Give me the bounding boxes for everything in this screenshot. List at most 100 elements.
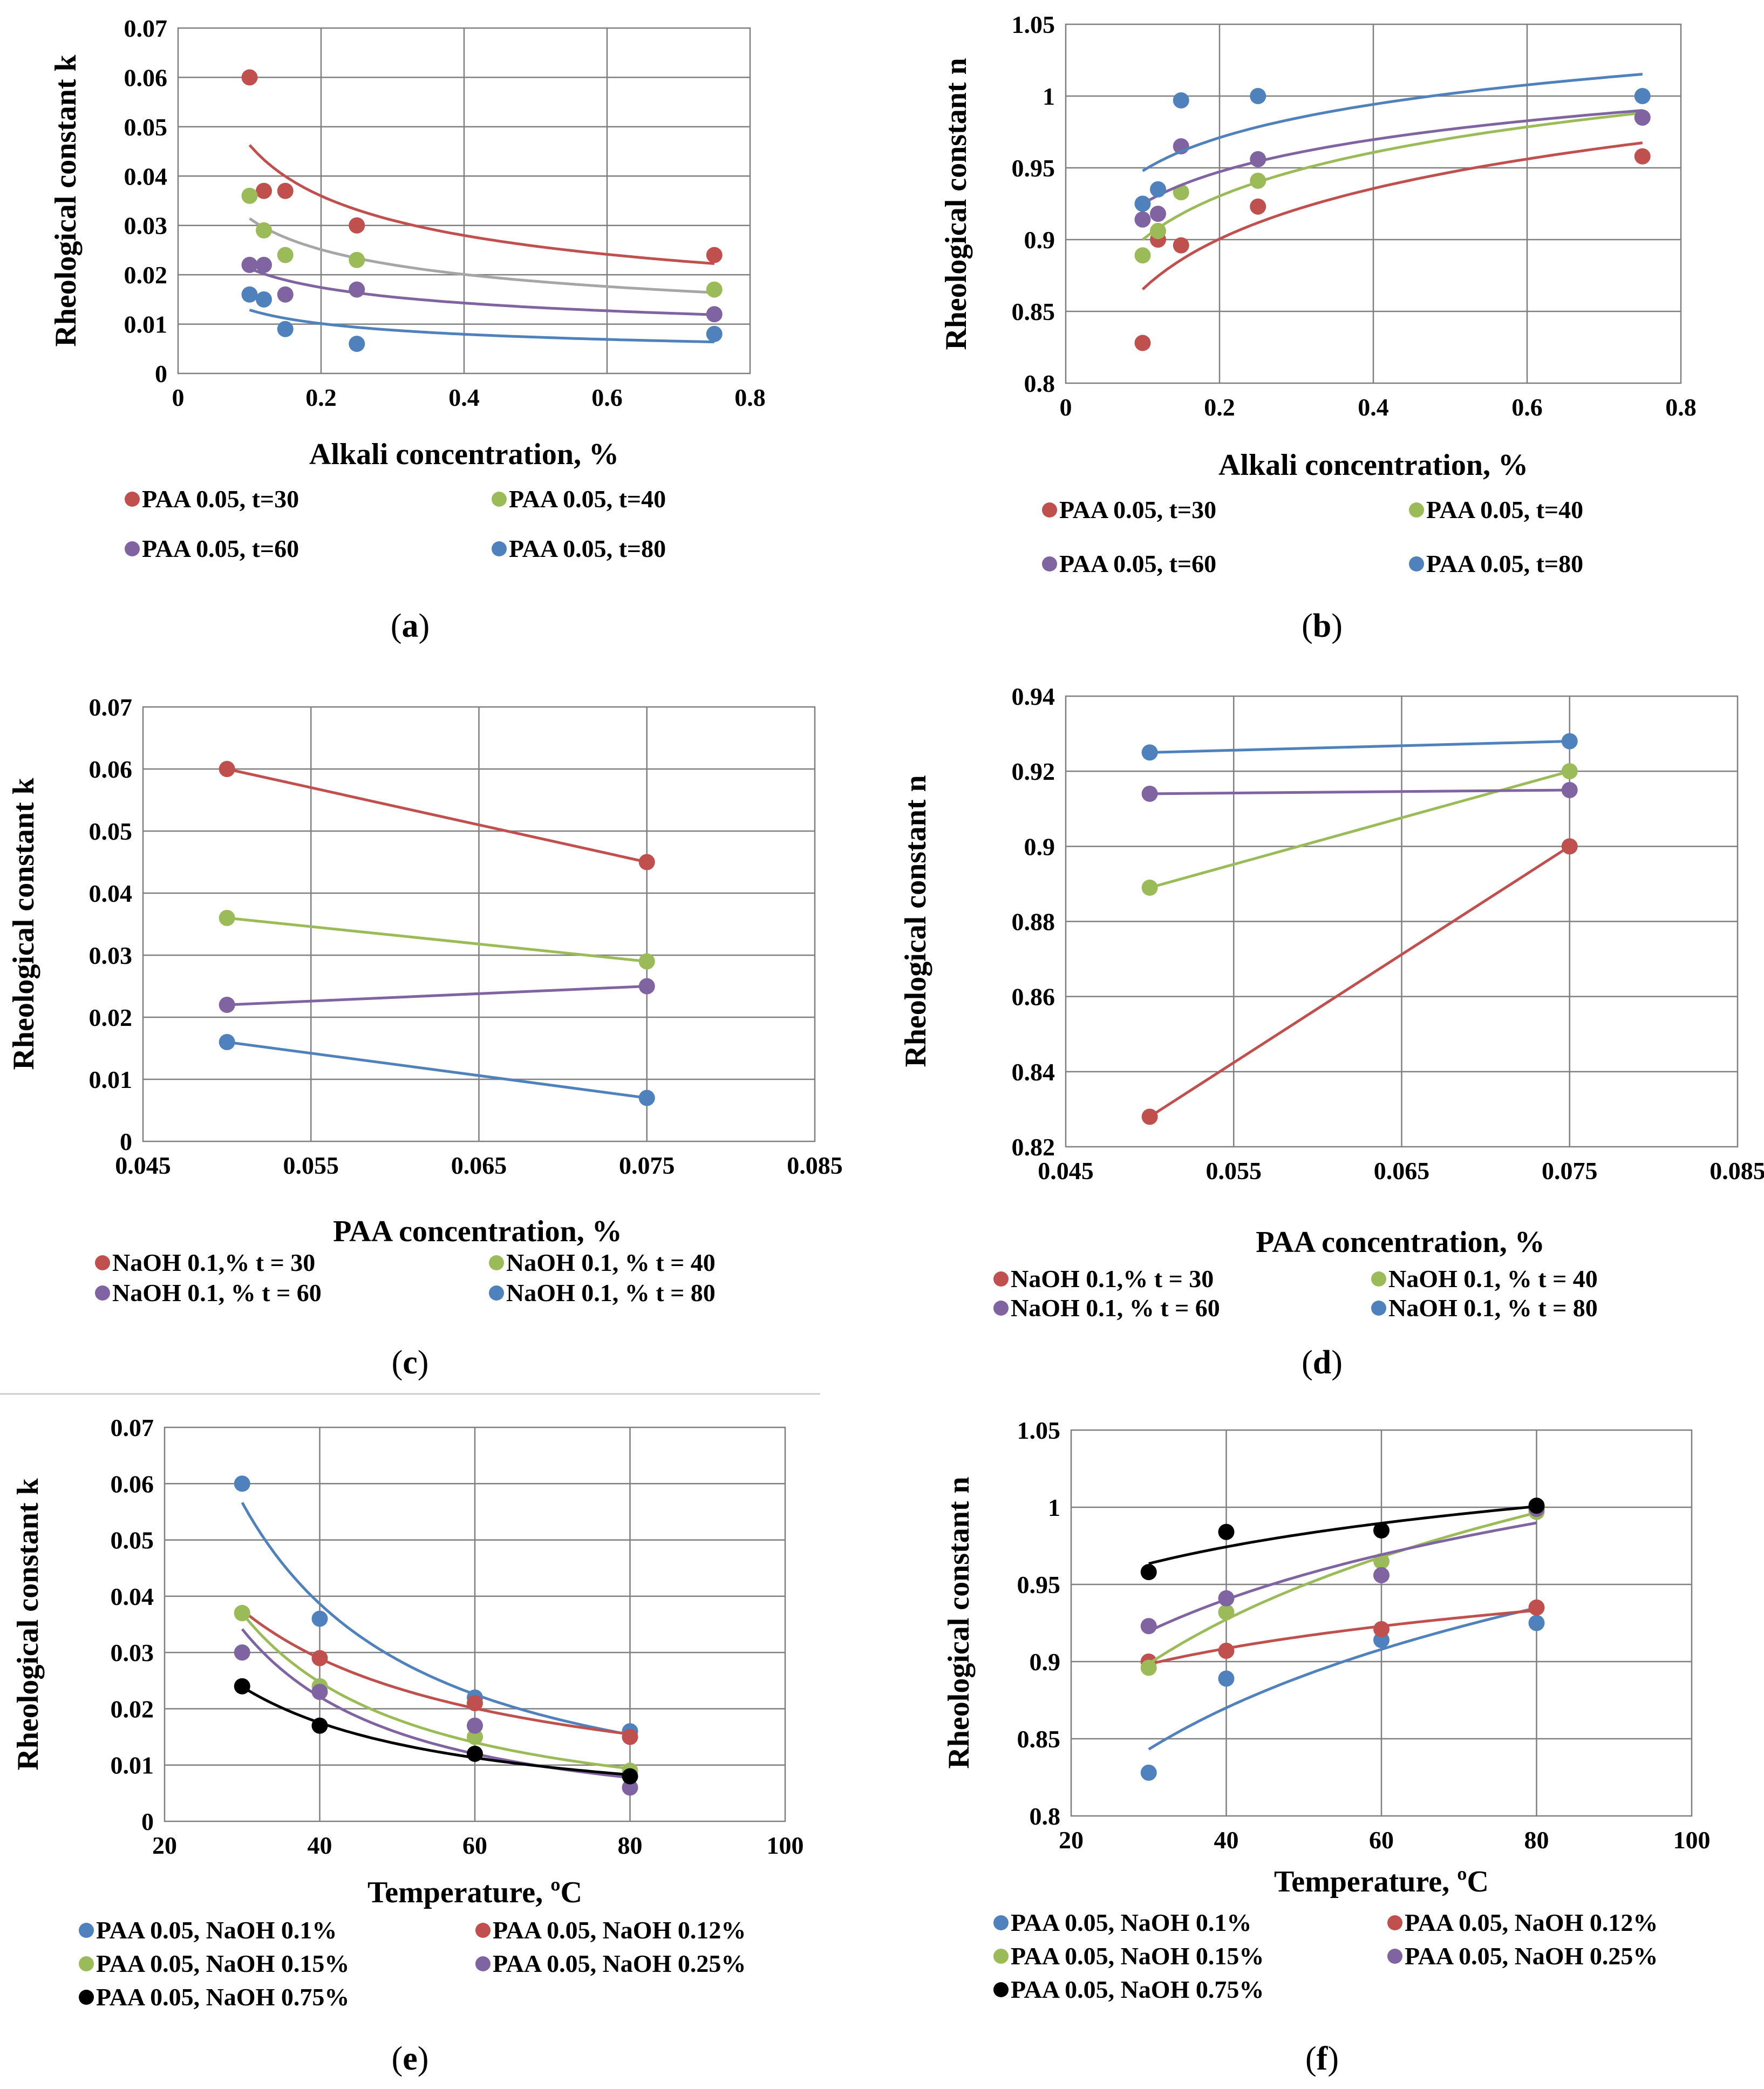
legend-marker <box>475 1923 491 1938</box>
data-point <box>467 1717 483 1734</box>
data-point <box>277 247 294 263</box>
series-line <box>227 916 648 963</box>
x-tick-label: 0 <box>1060 393 1072 421</box>
y-tick-label: 0.05 <box>124 113 168 141</box>
legend-label: PAA 0.05, t=40 <box>1426 496 1583 523</box>
legend-marker <box>475 1956 491 1971</box>
series-line <box>1149 845 1571 1118</box>
data-point <box>1141 1108 1158 1125</box>
data-point <box>256 182 272 199</box>
legend-label: NaOH 0.1, % t = 40 <box>506 1249 716 1276</box>
data-point <box>1134 195 1151 212</box>
data-point <box>1141 744 1158 761</box>
x-tick-label: 40 <box>1214 1826 1239 1854</box>
legend-label: PAA 0.05, t=40 <box>509 485 666 513</box>
x-tick-label: 0.075 <box>1542 1157 1598 1185</box>
legend-label: NaOH 0.1, % t = 60 <box>112 1279 322 1307</box>
data-point <box>1150 181 1166 198</box>
legend-marker <box>1042 556 1057 571</box>
y-tick-label: 0.9 <box>1030 1648 1061 1676</box>
chart-d: 0.045 0.055 0.065 0.075 0.085 0.82 0.84 0.86 0.8… <box>899 683 1764 1381</box>
x-tick-label: 0.055 <box>1206 1157 1262 1185</box>
legend-label: NaOH 0.1,% t = 30 <box>112 1249 315 1276</box>
x-tick-label: 0 <box>172 384 185 411</box>
x-tick-label: 20 <box>152 1832 177 1859</box>
data-point <box>349 251 365 268</box>
data-point <box>241 187 258 204</box>
data-point <box>1218 1590 1235 1607</box>
y-tick-label: 0.03 <box>124 212 168 240</box>
data-point <box>622 1729 638 1745</box>
x-axis-label: PAA concentration, % <box>333 1215 622 1248</box>
data-point <box>1150 206 1166 222</box>
data-point <box>1561 733 1578 750</box>
data-point <box>1373 1522 1390 1539</box>
legend-marker <box>489 1255 504 1270</box>
x-tick-label: 100 <box>767 1832 804 1859</box>
data-point <box>311 1684 328 1700</box>
data-point <box>256 256 272 273</box>
chart-f: 20 40 60 80 100 0.8 0.85 0.9 0.95 1 1.05 Temperatur… <box>942 1417 1711 2077</box>
x-tick-label: 80 <box>618 1832 643 1859</box>
legend-marker <box>95 1255 110 1270</box>
panel-label: (b) <box>1302 608 1343 644</box>
y-tick-label: 0.8 <box>1030 1802 1061 1830</box>
legend-label: NaOH 0.1, % t = 80 <box>1388 1294 1598 1322</box>
data-point <box>241 69 258 86</box>
legend-label: PAA 0.05, NaOH 0.75% <box>1011 1976 1264 2003</box>
y-tick-label: 0.04 <box>124 162 168 190</box>
trendline <box>248 144 714 265</box>
data-point <box>1218 1523 1235 1540</box>
legend-marker <box>1409 556 1424 571</box>
y-tick-label: 0 <box>120 1128 132 1155</box>
y-tick-label: 0.82 <box>1012 1133 1055 1161</box>
y-tick-label: 0.02 <box>124 261 168 289</box>
x-tick-label: 0.8 <box>734 384 766 411</box>
y-tick-label: 0.07 <box>124 15 168 42</box>
legend-marker <box>489 1285 504 1301</box>
data-point <box>1634 109 1651 126</box>
data-point <box>638 854 655 870</box>
legend-label: PAA 0.05, t=30 <box>1059 496 1216 523</box>
x-tick-label: 0.065 <box>451 1152 507 1179</box>
y-tick-label: 0.8 <box>1024 370 1055 397</box>
data-point <box>349 217 365 234</box>
data-point <box>311 1650 328 1666</box>
legend-marker <box>993 1271 1009 1287</box>
trendline <box>241 1628 630 1779</box>
legend-marker <box>1387 1915 1402 1930</box>
x-tick-label: 0.8 <box>1665 393 1697 421</box>
legend-label: NaOH 0.1, % t = 80 <box>506 1279 716 1307</box>
x-tick-label: 0.045 <box>1038 1157 1094 1185</box>
x-tick-label: 0.045 <box>115 1152 171 1179</box>
legend-label: PAA 0.05, t=60 <box>142 535 299 562</box>
series-line <box>227 767 648 863</box>
data-point <box>241 286 258 303</box>
data-point <box>1173 237 1189 254</box>
trendline <box>241 1685 630 1777</box>
legend-marker <box>125 492 140 507</box>
data-point <box>1140 1564 1157 1581</box>
legend-marker <box>95 1285 110 1301</box>
data-point <box>1528 1498 1545 1514</box>
legend-marker <box>1371 1301 1386 1316</box>
data-point <box>349 281 365 298</box>
data-point <box>622 1779 638 1796</box>
data-point <box>1561 763 1578 780</box>
chart-a: 0 0.2 0.4 0.6 0.8 0 0.01 0.02 0.03 0.04 0.05 0.06 0.… <box>49 15 766 644</box>
data-point <box>1173 92 1189 108</box>
x-tick-label: 80 <box>1524 1826 1549 1854</box>
legend-label: PAA 0.05, NaOH 0.12% <box>1405 1909 1658 1936</box>
data-point <box>256 222 272 239</box>
legend-label: PAA 0.05, NaOH 0.12% <box>493 1916 746 1944</box>
legend-marker <box>79 1990 94 2005</box>
data-point <box>638 953 655 970</box>
x-axis-label: Alkali concentration, % <box>309 438 619 471</box>
y-axis-label: Rheological constant n <box>939 58 973 350</box>
trendline <box>1142 109 1643 206</box>
data-point <box>219 1034 235 1050</box>
y-tick-label: 0.05 <box>89 818 133 845</box>
y-tick-label: 0.88 <box>1012 908 1055 936</box>
legend-marker <box>993 1949 1009 1964</box>
trendline <box>1141 111 1643 241</box>
